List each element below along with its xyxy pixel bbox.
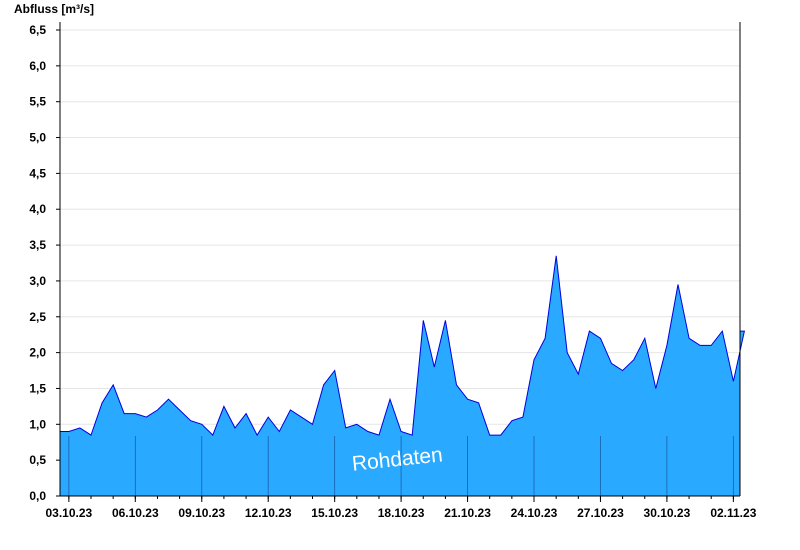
grid-lines (60, 29, 740, 461)
y-axis-label: Abfluss [m³/s] (14, 2, 94, 16)
x-tick-label-7: 24.10.23 (511, 506, 558, 520)
x-tick-label-8: 27.10.23 (577, 506, 624, 520)
y-tick-label-2: 1,0 (29, 417, 46, 431)
y-tick-label-1: 0,5 (29, 453, 46, 467)
x-tick-label-9: 30.10.23 (644, 506, 691, 520)
x-ticks: 03.10.23 06.10.23 09.10.23 12.10.23 15.10.23… (46, 496, 757, 520)
y-tick-label-11: 5,5 (29, 95, 46, 109)
y-tick-label-6: 3,0 (29, 274, 46, 288)
y-tick-label-13: 6,5 (29, 23, 46, 37)
y-tick-label-9: 4,5 (29, 166, 46, 180)
x-tick-label-4: 15.10.23 (311, 506, 358, 520)
y-tick-label-12: 6,0 (29, 59, 46, 73)
y-tick-label-8: 4,0 (29, 202, 46, 216)
y-ticks: 0,0 0,5 1,0 1,5 2,0 2,5 3,0 3,5 4,0 4,5 5,0 5,5 6,0 6… (29, 23, 60, 503)
x-tick-label-10: 02.11.23 (710, 506, 756, 520)
x-tick-label-0: 03.10.23 (46, 506, 93, 520)
discharge-line (60, 255, 746, 437)
y-tick-label-5: 2,5 (29, 310, 46, 324)
x-tick-label-1: 06.10.23 (112, 506, 159, 520)
y-tick-label-7: 3,5 (29, 238, 46, 252)
discharge-area (60, 255, 745, 496)
y-tick-label-0: 0,0 (29, 489, 46, 503)
x-tick-label-6: 21.10.23 (444, 506, 491, 520)
x-tick-label-5: 18.10.23 (378, 506, 425, 520)
y-tick-label-3: 1,5 (29, 381, 46, 395)
x-tick-label-2: 09.10.23 (178, 506, 225, 520)
axes (59, 22, 741, 497)
x-tick-label-3: 12.10.23 (245, 506, 292, 520)
y-tick-label-4: 2,0 (29, 346, 46, 360)
area-layer (60, 255, 746, 496)
y-tick-label-10: 5,0 (29, 131, 46, 145)
